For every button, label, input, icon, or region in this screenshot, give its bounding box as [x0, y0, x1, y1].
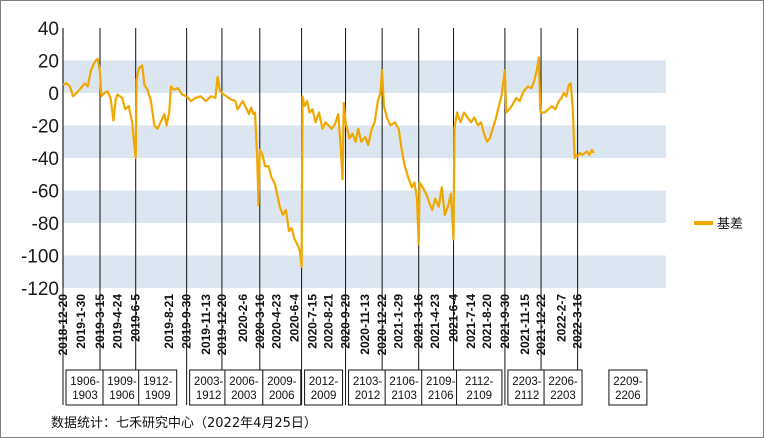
- series-line-basis: [62, 56, 595, 268]
- period-label: 2009-2006: [267, 376, 297, 402]
- period-label: 2003-1912: [194, 376, 224, 402]
- period-label: 2203-2112: [512, 376, 542, 402]
- period-box: [543, 369, 583, 406]
- x-tick-label: 2020-9-29: [339, 294, 353, 349]
- x-tick-label: 2020-8-21: [322, 294, 336, 349]
- x-tick-label: 2019-4-24: [110, 294, 124, 349]
- y-tick-label: -60: [32, 182, 59, 203]
- y-tick-label: -100: [21, 247, 59, 268]
- period-box: [65, 369, 105, 406]
- period-label: 2206-2203: [548, 376, 578, 402]
- y-tick-label: -40: [32, 149, 59, 170]
- period-label: 2112-2109: [465, 376, 494, 402]
- y-tick-label: 20: [38, 52, 59, 73]
- x-tick-label: 2020-7-15: [305, 294, 319, 349]
- period-box: [262, 369, 302, 406]
- period-label: 1906-1903: [70, 376, 100, 402]
- period-box: [138, 369, 178, 406]
- period-label: 2109-2106: [426, 376, 456, 402]
- y-tick-label: -120: [21, 279, 59, 300]
- period-label: 2006-2003: [229, 376, 259, 402]
- x-tick-label: 2020-4-23: [269, 294, 283, 349]
- x-tick-label: 2021-12-22: [534, 294, 548, 356]
- period-label: 2106-2103: [389, 376, 419, 402]
- period-label: 2012-2009: [309, 376, 339, 402]
- x-tick-label: 2022-3-16: [571, 294, 585, 349]
- x-tick-label: 2019-11-13: [199, 294, 213, 355]
- x-tick-label: 2018-12-20: [56, 294, 70, 356]
- x-tick-label: 2021-1-29: [392, 294, 406, 349]
- x-tick-label: 2021-7-14: [464, 294, 478, 349]
- y-tick-label: -80: [32, 214, 59, 235]
- x-tick-label: 2019-1-30: [74, 294, 88, 349]
- period-box: [608, 369, 648, 406]
- x-tick-label: 2020-12-22: [375, 294, 389, 356]
- x-tick-label: 2020-3-16: [253, 294, 267, 349]
- period-box: [348, 369, 388, 406]
- x-tick-label: 2019-12-20: [215, 294, 229, 356]
- x-tick-label: 2020-2-6: [236, 294, 250, 342]
- data-source-note: 数据统计：七禾研究中心（2022年4月25日）: [51, 416, 317, 431]
- x-tick-label: 2022-2-7: [555, 294, 569, 342]
- x-tick-label: 2021-11-15: [518, 294, 532, 355]
- period-label: 1909-1906: [107, 376, 137, 402]
- period-box: [224, 369, 264, 406]
- period-box: [456, 369, 503, 406]
- x-tick-label: 2020-11-13: [358, 294, 372, 355]
- period-box: [189, 369, 229, 406]
- period-label: 1912-1909: [143, 376, 173, 402]
- x-tick-label: 2021-3-16: [412, 294, 426, 349]
- legend-label: 基差: [717, 216, 743, 231]
- x-tick-label: 2021-6-4: [447, 294, 461, 342]
- x-tick-label: 2019-6-5: [129, 294, 143, 342]
- y-tick-label: -20: [32, 117, 59, 138]
- grid-band: [63, 60, 666, 93]
- period-box: [304, 369, 344, 406]
- x-tick-label: 2019-9-30: [180, 294, 194, 349]
- x-tick-label: 2021-8-20: [480, 294, 494, 349]
- period-label: 2103-2012: [353, 376, 383, 402]
- period-label: 2209-2206: [613, 376, 643, 402]
- x-tick-label: 2019-3-15: [93, 294, 107, 349]
- x-tick-label: 2021-4-23: [428, 294, 442, 349]
- period-box: [384, 369, 424, 406]
- x-tick-label: 2019-8-21: [162, 294, 176, 349]
- grid-band: [63, 125, 666, 158]
- x-tick-label: 2021-9-30: [498, 294, 512, 349]
- y-tick-label: 0: [48, 84, 59, 105]
- y-tick-label: 40: [38, 19, 59, 40]
- grid-band: [63, 190, 666, 223]
- x-tick-label: 2020-6-4: [288, 294, 302, 342]
- grid-band: [63, 255, 666, 288]
